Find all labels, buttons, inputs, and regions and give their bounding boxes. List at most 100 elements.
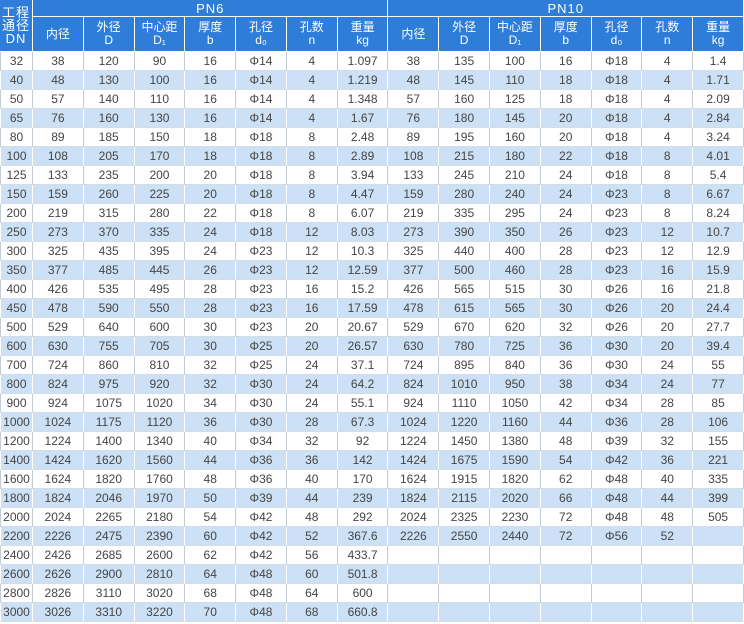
value-cell: 1.4	[693, 52, 744, 71]
value-cell: 135	[439, 52, 491, 71]
value-cell: 565	[490, 299, 541, 318]
col-title: 厚度	[553, 20, 578, 34]
value-cell: 2826	[33, 584, 84, 603]
value-cell: Φ18	[236, 147, 287, 166]
value-cell: 64	[185, 565, 237, 584]
value-cell: 28	[540, 261, 592, 280]
value-cell: 16	[185, 90, 237, 109]
value-cell: 26.57	[337, 337, 389, 356]
value-cell: 36	[540, 356, 592, 375]
table-row: 2400 2426 2685 2600 62 Φ42 56 433.7	[0, 546, 744, 565]
value-cell: 8	[286, 185, 338, 204]
value-cell: 325	[33, 242, 84, 261]
value-cell: 2226	[33, 527, 84, 546]
group-header-row: 工程 通径 DN PN6 PN10	[0, 0, 744, 52]
value-cell: Φ48	[591, 508, 643, 527]
value-cell: 4	[286, 90, 338, 109]
value-cell: 1175	[83, 413, 135, 432]
value-cell: 780	[439, 337, 491, 356]
col-header-pn6-outer-diameter: 外径 D	[83, 17, 135, 52]
value-cell: 2020	[490, 489, 541, 508]
value-cell: 2265	[83, 508, 135, 527]
value-cell	[439, 546, 491, 565]
value-cell: Φ23	[236, 318, 287, 337]
value-cell: 55.1	[337, 394, 389, 413]
value-cell: 66	[540, 489, 592, 508]
value-cell: 335	[134, 223, 186, 242]
value-cell	[591, 584, 643, 603]
value-cell: 36	[185, 413, 237, 432]
col-symbol: D	[104, 33, 113, 47]
value-cell: 1424	[388, 451, 440, 470]
col-symbol: kg	[711, 33, 725, 47]
value-cell: 76	[388, 109, 440, 128]
value-cell: 1.097	[337, 52, 389, 71]
value-cell: Φ30	[591, 356, 643, 375]
value-cell: 12.9	[693, 242, 744, 261]
value-cell: 2230	[490, 508, 541, 527]
value-cell: 54	[185, 508, 237, 527]
value-cell: 280	[439, 185, 491, 204]
value-cell: 52	[286, 527, 338, 546]
value-cell: Φ42	[236, 527, 287, 546]
value-cell: 1820	[83, 470, 135, 489]
value-cell: 260	[83, 185, 135, 204]
table-row: 400 426 535 495 28 Φ23 16 15.2 426 565 515 30 Φ26 16 2…	[0, 280, 744, 299]
value-cell: 30	[185, 337, 237, 356]
value-cell: 32	[185, 356, 237, 375]
value-cell: 24	[286, 375, 338, 394]
value-cell: 18	[185, 128, 237, 147]
value-cell: 1.67	[337, 109, 389, 128]
col-title: 孔径	[249, 20, 274, 34]
value-cell: 57	[388, 90, 440, 109]
value-cell: 48	[540, 432, 592, 451]
value-cell: 1450	[439, 432, 491, 451]
value-cell: 1590	[490, 451, 541, 470]
value-cell: Φ23	[591, 185, 643, 204]
value-cell: 485	[83, 261, 135, 280]
value-cell	[693, 527, 744, 546]
dn-cell: 2800	[0, 584, 33, 603]
value-cell: Φ36	[236, 470, 287, 489]
value-cell: 24	[540, 204, 592, 223]
value-cell: Φ48	[236, 603, 287, 622]
value-cell: 28	[185, 280, 237, 299]
value-cell: 44	[185, 451, 237, 470]
value-cell: Φ48	[591, 470, 643, 489]
value-cell: 975	[83, 375, 135, 394]
value-cell: 18	[540, 90, 592, 109]
value-cell: 2550	[439, 527, 491, 546]
value-cell: 44	[642, 489, 694, 508]
value-cell: 133	[33, 166, 84, 185]
value-cell: 48	[33, 71, 84, 90]
value-cell: 2426	[33, 546, 84, 565]
value-cell: 240	[490, 185, 541, 204]
value-cell: Φ25	[236, 337, 287, 356]
value-cell: Φ34	[591, 394, 643, 413]
value-cell: 180	[490, 147, 541, 166]
value-cell: 2115	[439, 489, 491, 508]
col-symbol: D₁	[508, 33, 522, 47]
dn-cell: 350	[0, 261, 33, 280]
value-cell: Φ23	[591, 242, 643, 261]
col-title: 外径	[96, 20, 121, 34]
value-cell: 60	[185, 527, 237, 546]
value-cell: 8	[286, 147, 338, 166]
value-cell: 30	[540, 280, 592, 299]
value-cell: Φ23	[236, 299, 287, 318]
value-cell: 295	[490, 204, 541, 223]
value-cell: 1560	[134, 451, 186, 470]
dn-cell: 450	[0, 299, 33, 318]
value-cell: 24	[185, 242, 237, 261]
value-cell: Φ14	[236, 109, 287, 128]
value-cell: Φ18	[591, 109, 643, 128]
value-cell: 24	[642, 356, 694, 375]
value-cell: 20	[185, 185, 237, 204]
value-cell: 150	[134, 128, 186, 147]
value-cell: Φ23	[591, 223, 643, 242]
value-cell: 89	[388, 128, 440, 147]
value-cell: 4	[642, 90, 694, 109]
value-cell: 1820	[490, 470, 541, 489]
corner-header-dn: 工程 通径 DN	[0, 0, 33, 52]
value-cell: 18	[540, 71, 592, 90]
